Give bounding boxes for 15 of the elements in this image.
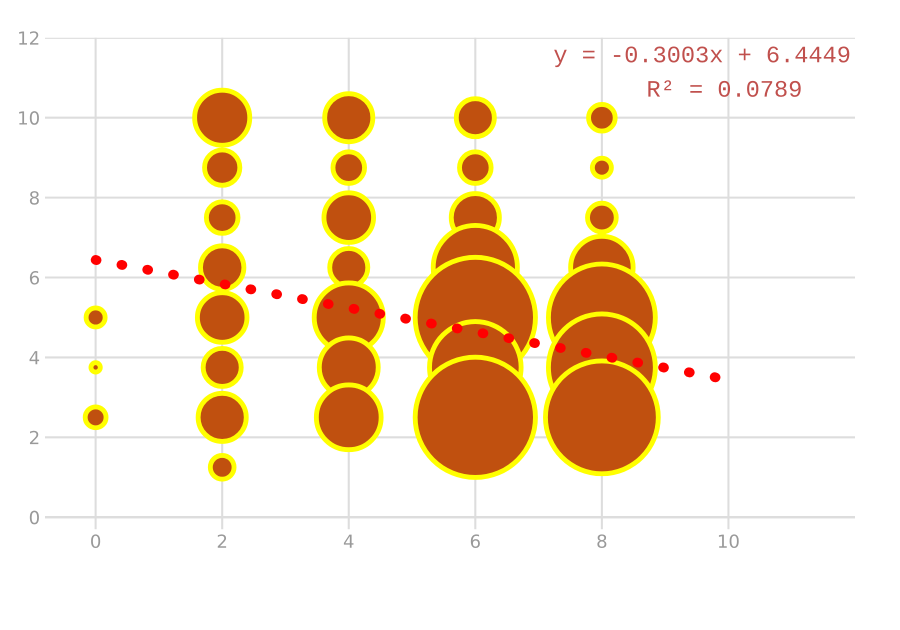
y-tick-label: 6 bbox=[30, 270, 39, 285]
y-tick-label: 4 bbox=[30, 351, 40, 364]
x-tick-label: 8 bbox=[597, 534, 606, 548]
y-tick-label: 2 bbox=[30, 430, 38, 444]
y-tick-label: 12 bbox=[19, 31, 38, 45]
x-tick-label: 10 bbox=[718, 534, 739, 548]
annotation: R² = 0.0789 bbox=[648, 80, 801, 97]
annotation: y = -0.3003x + 6.4449 bbox=[554, 46, 850, 68]
y-tick-label: 0 bbox=[30, 510, 39, 524]
x-tick-label: 6 bbox=[470, 534, 480, 548]
x-tick-label: 0 bbox=[91, 534, 100, 548]
x-tick-label: 4 bbox=[344, 534, 354, 548]
x-tick-label: 2 bbox=[218, 534, 226, 548]
y-tick-label: 10 bbox=[19, 111, 39, 125]
y-tick-label: 8 bbox=[30, 191, 39, 205]
